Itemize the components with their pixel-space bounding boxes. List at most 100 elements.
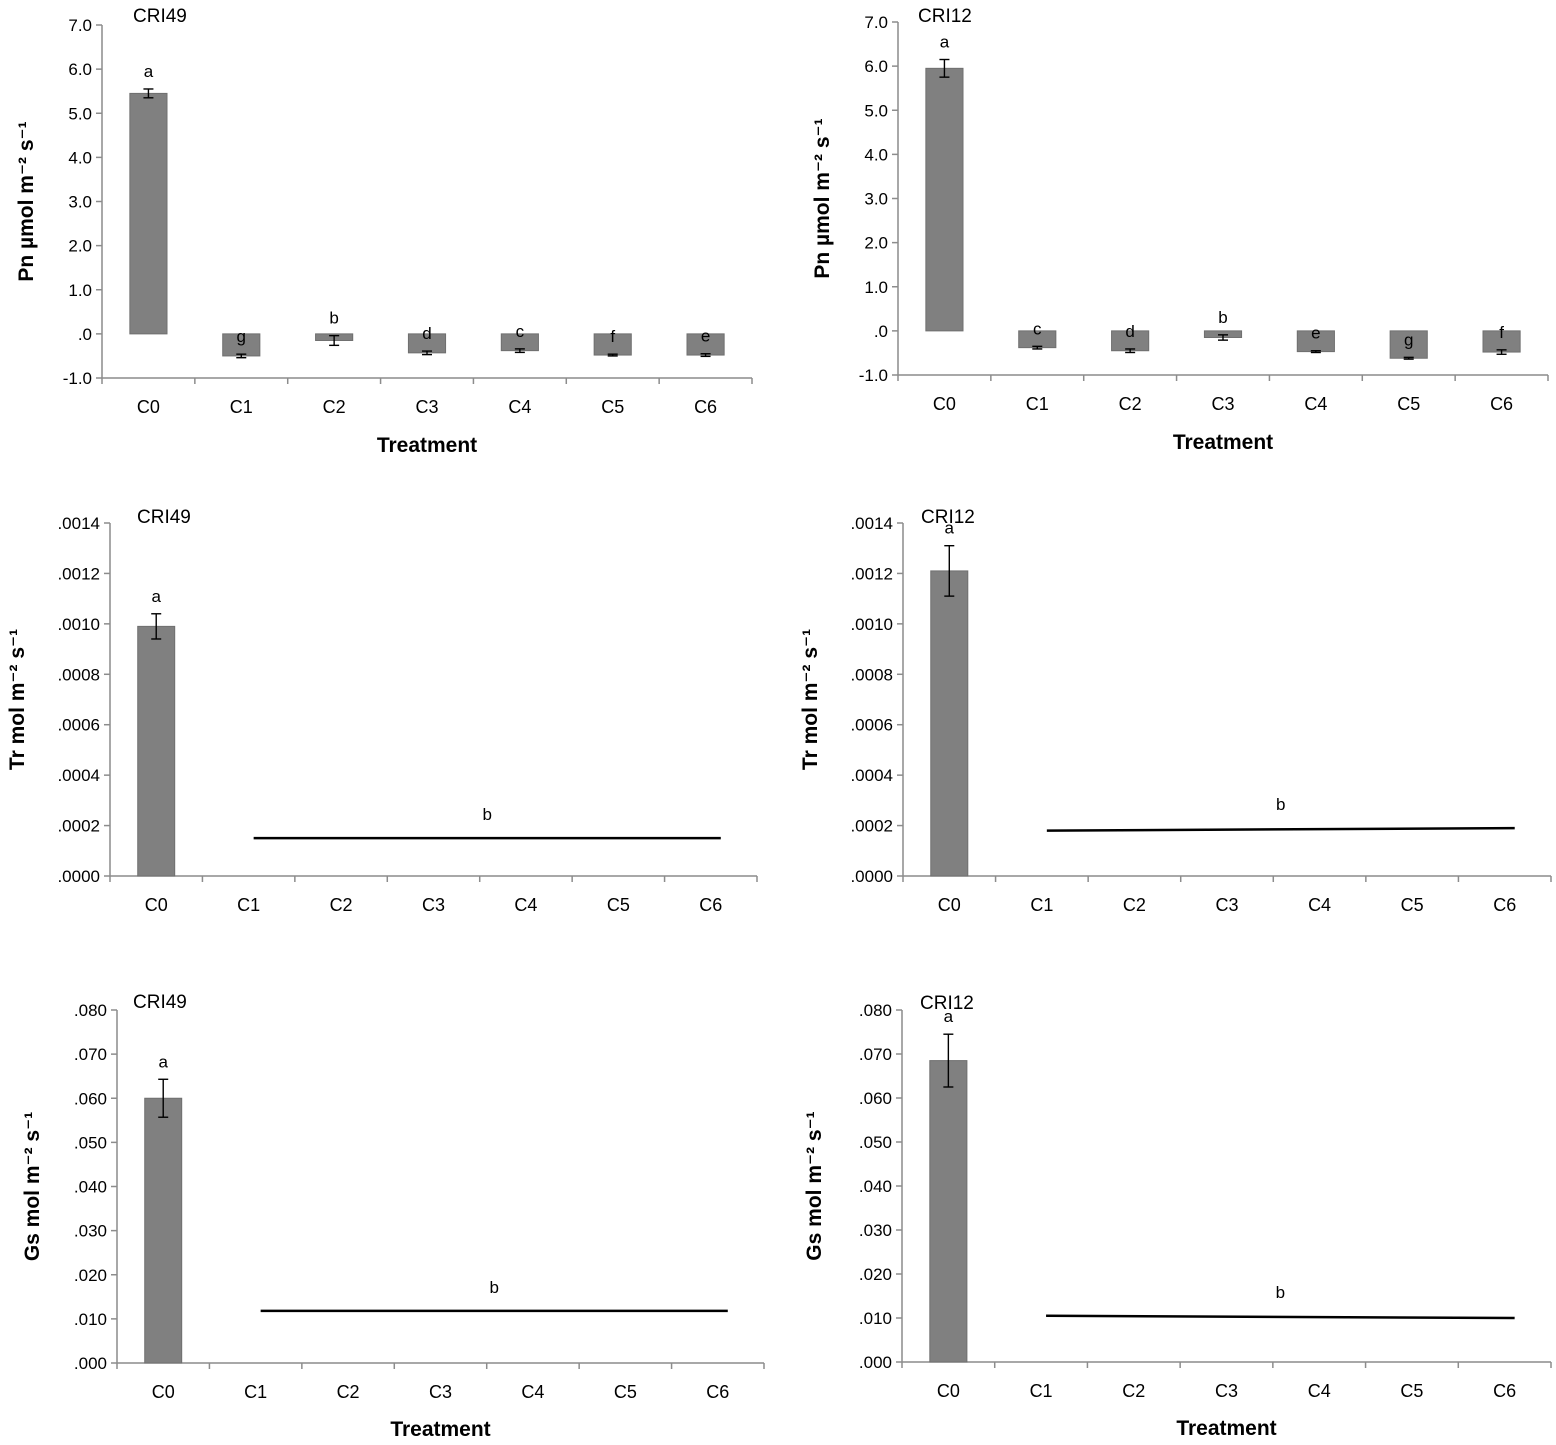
x-tick-label: C6 <box>694 397 717 417</box>
x-tick-label: C1 <box>230 397 253 417</box>
y-axis-title: Tr mol m⁻² s⁻¹ <box>6 629 29 770</box>
bar <box>930 570 969 877</box>
x-tick-label: C3 <box>415 397 438 417</box>
bar <box>137 625 176 877</box>
significance-letter: f <box>1499 323 1504 342</box>
bar <box>1389 330 1428 359</box>
y-tick-label: .0006 <box>57 716 100 735</box>
y-tick-label: .0014 <box>850 514 893 533</box>
y-tick-label: .0004 <box>57 766 100 785</box>
y-tick-label: .050 <box>74 1133 107 1152</box>
y-tick-label: .060 <box>74 1089 107 1108</box>
bar <box>925 67 964 332</box>
panel-title: CRI49 <box>133 992 187 1013</box>
x-tick-label: C2 <box>1123 895 1146 915</box>
y-tick-label: .0000 <box>850 867 893 886</box>
x-tick-label: C0 <box>933 394 956 414</box>
x-tick-label: C4 <box>1308 895 1331 915</box>
x-axis-title: Treatment <box>377 434 477 457</box>
x-tick-label: C4 <box>508 397 531 417</box>
y-tick-label: .0008 <box>57 665 100 684</box>
x-tick-label: C3 <box>1211 394 1234 414</box>
y-tick-label: 7.0 <box>68 16 92 35</box>
x-tick-label: C4 <box>514 895 537 915</box>
x-tick-label: C3 <box>1215 1381 1238 1401</box>
significance-letter: a <box>151 587 161 606</box>
x-tick-label: C0 <box>137 397 160 417</box>
x-tick-label: C0 <box>938 895 961 915</box>
y-tick-label: 2.0 <box>68 237 92 256</box>
y-tick-label: .030 <box>74 1222 107 1241</box>
x-axis-title: Treatment <box>390 1418 490 1441</box>
chart-panel-2: -1.0 .0 1.0 2.0 3.0 4.0 5.0 6.0 7.0 C0 C1 C2 C3 C4 C5 C… <box>811 6 1549 454</box>
panel-title: CRI12 <box>920 993 974 1014</box>
group-line <box>1046 826 1515 832</box>
significance-letter: b <box>489 1278 498 1297</box>
y-tick-label: .070 <box>74 1045 107 1064</box>
y-tick-label: .070 <box>859 1045 892 1064</box>
significance-letter: c <box>516 322 525 341</box>
x-tick-label: C0 <box>152 1382 175 1402</box>
y-tick-label: 4.0 <box>68 148 92 167</box>
y-tick-label: -1.0 <box>859 366 888 385</box>
x-tick-label: C1 <box>237 895 260 915</box>
y-tick-label: .020 <box>859 1265 892 1284</box>
y-tick-label: .000 <box>859 1353 892 1372</box>
significance-letter: c <box>1033 319 1042 338</box>
significance-letter: a <box>158 1052 168 1071</box>
significance-letter: e <box>1311 324 1320 343</box>
y-tick-label: 3.0 <box>68 193 92 212</box>
y-tick-label: 5.0 <box>864 101 888 120</box>
y-tick-label: .0004 <box>850 766 893 785</box>
panel-title: CRI12 <box>921 507 975 528</box>
group-line <box>1046 1314 1515 1320</box>
y-tick-label: .0010 <box>850 615 893 634</box>
y-tick-label: 1.0 <box>68 281 92 300</box>
significance-letter: g <box>237 327 246 346</box>
y-tick-label: .0 <box>78 325 92 344</box>
x-tick-label: C4 <box>1308 1381 1331 1401</box>
x-tick-label: C3 <box>429 1382 452 1402</box>
y-axis-title: Gs mol m⁻² s⁻¹ <box>803 1111 826 1260</box>
panel-title: CRI49 <box>133 6 187 27</box>
significance-letter: f <box>610 327 615 346</box>
chart-panel-4: .0000 .0002 .0004 .0006 .0008 .0010 .0012 .0014… <box>799 507 1552 915</box>
significance-letter: d <box>1125 322 1134 341</box>
x-tick-label: C4 <box>1304 394 1327 414</box>
x-tick-label: C3 <box>422 895 445 915</box>
x-axis-title: Treatment <box>1173 431 1273 454</box>
x-tick-label: C6 <box>706 1382 729 1402</box>
chart-panel-5: .000 .010 .020 .030 .040 .050 .060 .070 .080 C0 C1… <box>21 992 765 1441</box>
significance-letter: g <box>1404 330 1413 349</box>
x-tick-label: C3 <box>1215 895 1238 915</box>
y-tick-label: .050 <box>859 1133 892 1152</box>
y-tick-label: 2.0 <box>864 234 888 253</box>
x-tick-label: C6 <box>1490 394 1513 414</box>
y-tick-label: .060 <box>859 1089 892 1108</box>
significance-letter: a <box>944 1007 954 1026</box>
y-tick-label: .0002 <box>850 817 893 836</box>
x-tick-label: C2 <box>323 397 346 417</box>
x-tick-label: C6 <box>1493 1381 1516 1401</box>
y-tick-label: 5.0 <box>68 104 92 123</box>
chart-panel-3: .0000 .0002 .0004 .0006 .0008 .0010 .0012 .0014… <box>6 507 758 915</box>
x-tick-label: C0 <box>145 895 168 915</box>
y-tick-label: .0008 <box>850 665 893 684</box>
x-tick-label: C1 <box>244 1382 267 1402</box>
y-axis-title: Gs mol m⁻² s⁻¹ <box>21 1112 44 1261</box>
x-tick-label: C5 <box>614 1382 637 1402</box>
bar <box>144 1097 183 1364</box>
panel-title: CRI49 <box>137 507 191 528</box>
y-tick-label: .0 <box>874 322 888 341</box>
x-tick-label: C5 <box>1401 895 1424 915</box>
y-axis-title: Tr mol m⁻² s⁻¹ <box>799 629 822 770</box>
y-tick-label: 1.0 <box>864 278 888 297</box>
significance-letter: d <box>422 324 431 343</box>
significance-letter: e <box>701 327 710 346</box>
y-tick-label: 7.0 <box>864 13 888 32</box>
y-axis-title: Pn µmol m⁻² s⁻¹ <box>15 121 38 281</box>
bar <box>129 92 168 335</box>
y-tick-label: .010 <box>859 1309 892 1328</box>
y-tick-label: .0012 <box>57 564 100 583</box>
